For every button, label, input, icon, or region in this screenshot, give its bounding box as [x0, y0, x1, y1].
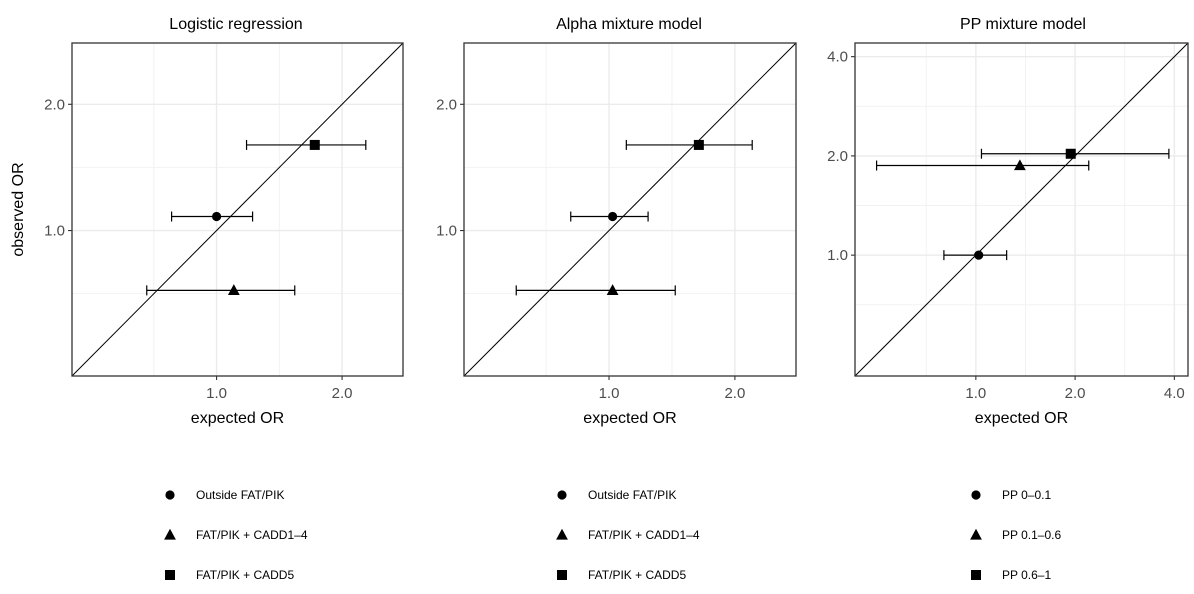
- data-point-circle: [170, 211, 254, 222]
- y-tick-label: 2.0: [436, 96, 457, 113]
- data-point-square: [245, 139, 367, 150]
- panel-3: 1.0 2.0 4.0 1.0 2.0 4.0 PP mixture model expect…: [827, 16, 1189, 582]
- data-point-circle: [570, 211, 649, 222]
- identity-line: [855, 43, 1188, 376]
- panel-border: [71, 42, 404, 377]
- x-tick-label: 2.0: [1065, 385, 1086, 402]
- x-tick-label: 1.0: [965, 385, 986, 402]
- panel-border: [854, 42, 1189, 377]
- square-icon: [971, 570, 981, 580]
- x-tick-label: 1.0: [206, 385, 227, 402]
- x-axis-title: expected OR: [191, 410, 284, 427]
- data-point-triangle: [146, 284, 296, 296]
- y-tick-label: 2.0: [44, 96, 65, 113]
- identity-line: [464, 43, 796, 376]
- point-marker: [693, 139, 704, 150]
- legend-label: PP 0–0.1: [1002, 488, 1051, 502]
- circle-icon: [557, 490, 567, 500]
- legend: Outside FAT/PIK FAT/PIK + CADD1–4 FAT/PIK …: [556, 488, 700, 582]
- legend-item: PP 0.1–0.6: [970, 528, 1061, 542]
- square-icon: [557, 570, 567, 580]
- y-tick-label: 1.0: [436, 223, 457, 240]
- y-tick-label: 1.0: [44, 223, 65, 240]
- legend: PP 0–0.1 PP 0.1–0.6 PP 0.6–1: [970, 488, 1061, 582]
- identity-line: [72, 43, 403, 376]
- point-marker: [608, 211, 618, 222]
- panel-title: Logistic regression: [169, 16, 302, 33]
- legend-item: Outside FAT/PIK: [557, 488, 676, 502]
- point-marker: [606, 284, 619, 296]
- circle-icon: [165, 490, 175, 500]
- triangle-icon: [164, 528, 176, 540]
- square-icon: [165, 570, 175, 580]
- legend-label: FAT/PIK + CADD5: [588, 568, 686, 582]
- legend-label: Outside FAT/PIK: [196, 488, 284, 502]
- x-tick-label: 2.0: [332, 385, 353, 402]
- data-point-square: [625, 139, 753, 150]
- panel-border: [463, 42, 797, 377]
- point-marker: [1065, 148, 1076, 159]
- y-tick-label: 2.0: [827, 148, 848, 165]
- panel-title: Alpha mixture model: [556, 16, 702, 33]
- x-tick-label: 1.0: [599, 385, 620, 402]
- data-point-triangle: [515, 284, 676, 296]
- panel-2: 1.0 2.0 1.0 2.0 Alpha mixture model expected …: [436, 16, 797, 582]
- legend-label: PP 0.1–0.6: [1002, 528, 1061, 542]
- legend-item: Outside FAT/PIK: [165, 488, 284, 502]
- legend-item: FAT/PIK + CADD5: [165, 568, 294, 582]
- triangle-icon: [556, 528, 568, 540]
- data-point-square: [980, 148, 1170, 159]
- legend-label: FAT/PIK + CADD1–4: [588, 528, 700, 542]
- y-axis-title: observed OR: [10, 162, 27, 256]
- point-marker: [309, 139, 320, 150]
- point-marker: [227, 284, 240, 296]
- point-marker: [974, 250, 984, 260]
- point-marker: [211, 211, 222, 222]
- legend-item: PP 0–0.1: [971, 488, 1051, 502]
- triangle-icon: [970, 528, 982, 540]
- legend-label: FAT/PIK + CADD5: [196, 568, 294, 582]
- legend-item: FAT/PIK + CADD5: [557, 568, 686, 582]
- circle-icon: [971, 490, 981, 500]
- y-tick-label: 4.0: [827, 49, 848, 66]
- x-tick-label: 4.0: [1164, 385, 1185, 402]
- data-point-circle: [943, 250, 1008, 261]
- point-marker: [1013, 159, 1026, 171]
- legend-label: FAT/PIK + CADD1–4: [196, 528, 308, 542]
- legend-label: Outside FAT/PIK: [588, 488, 676, 502]
- legend-item: PP 0.6–1: [971, 568, 1051, 582]
- panel-1: 1.0 2.0 1.0 2.0 Logistic regression expected …: [10, 16, 404, 582]
- y-tick-label: 1.0: [827, 247, 848, 264]
- x-axis-title: expected OR: [975, 410, 1068, 427]
- legend-label: PP 0.6–1: [1002, 568, 1051, 582]
- legend-item: FAT/PIK + CADD1–4: [164, 528, 308, 542]
- panel-title: PP mixture model: [960, 16, 1086, 33]
- legend-item: FAT/PIK + CADD1–4: [556, 528, 700, 542]
- x-axis-title: expected OR: [583, 410, 676, 427]
- data-point-triangle: [875, 159, 1090, 171]
- x-tick-label: 2.0: [724, 385, 745, 402]
- legend: Outside FAT/PIK FAT/PIK + CADD1–4 FAT/PIK …: [164, 488, 308, 582]
